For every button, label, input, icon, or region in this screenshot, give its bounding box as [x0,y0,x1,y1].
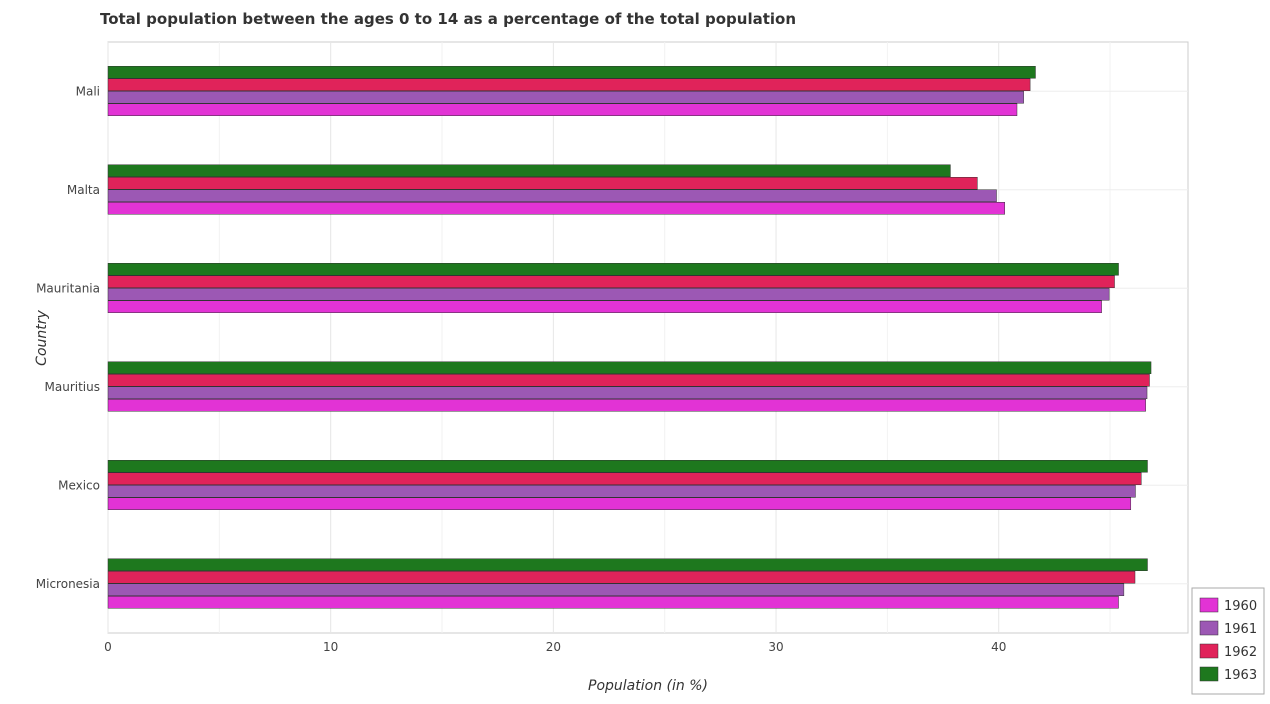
x-tick-label: 10 [323,640,338,654]
bar [107,177,978,190]
bar [107,275,1115,288]
legend: 1960 1961 1962 1963 [1191,587,1265,695]
chart-title: Total population between the ages 0 to 1… [100,10,796,28]
bar [107,202,1005,215]
x-tick-label: 30 [768,640,783,654]
bar [107,78,1031,91]
bar [107,386,1148,399]
bar [107,300,1102,313]
x-tick-label: 0 [104,640,112,654]
legend-label: 1961 [1224,622,1257,637]
bar [107,189,997,202]
y-tick-label: Micronesia [36,577,100,591]
bar [107,497,1132,510]
bar [107,460,1148,473]
legend-label: 1960 [1224,599,1257,614]
bar [107,596,1119,609]
bar [107,399,1146,412]
bar [107,361,1152,374]
legend-swatch [1199,620,1219,636]
y-axis-label: Country [34,309,50,365]
bar [107,263,1119,276]
bars [107,66,1152,609]
plot-area [107,41,1189,634]
legend-label: 1962 [1224,645,1257,660]
bar [107,164,951,177]
x-axis-label: Population (in %) [588,678,708,694]
legend-label: 1963 [1224,668,1257,683]
y-tick-label: Mauritius [45,380,100,394]
bar [107,472,1142,485]
y-tick-label: Malta [67,183,100,197]
y-tick-label: Mali [76,84,100,98]
legend-swatch [1199,643,1219,659]
bar [107,288,1110,301]
y-tick-label: Mauritania [36,281,100,295]
x-tick-label: 40 [991,640,1006,654]
bar [107,374,1150,387]
axes: 0 10 20 30 40 Mali Malta Mauritania Mauritius Mex… [36,84,1007,654]
bar [107,91,1024,104]
bar [107,583,1125,596]
x-tick-label: 20 [546,640,561,654]
legend-swatch [1199,597,1219,613]
bar [107,571,1136,584]
bar [107,103,1018,116]
bar [107,485,1136,498]
bar [107,558,1148,571]
y-tick-label: Mexico [58,478,100,492]
bar [107,66,1036,79]
legend-swatch [1199,666,1219,682]
